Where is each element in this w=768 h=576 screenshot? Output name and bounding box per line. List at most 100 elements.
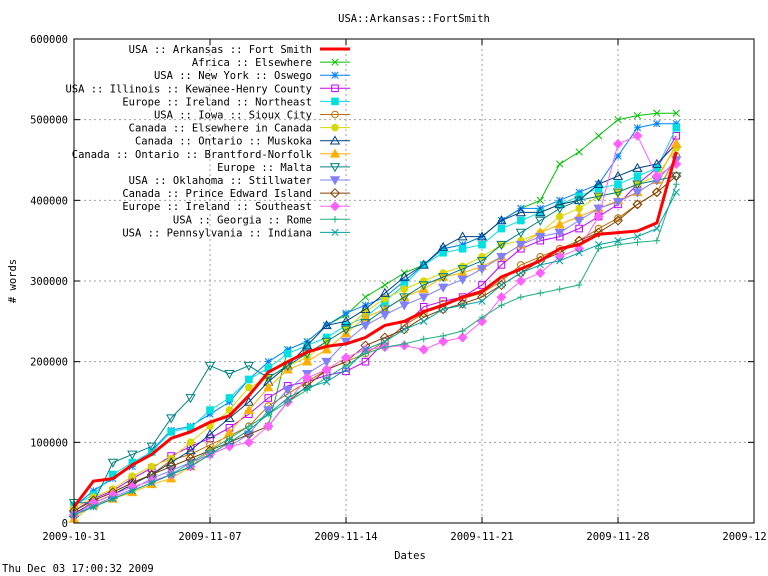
data-point <box>594 224 603 233</box>
y-tick-label: 0 <box>62 518 68 530</box>
data-point <box>478 297 486 305</box>
series-13 <box>70 180 680 519</box>
data-point <box>323 374 330 382</box>
data-point <box>556 285 564 293</box>
footer-timestamp: Thu Dec 03 17:00:32 2009 <box>2 563 154 575</box>
data-point <box>381 281 389 289</box>
data-point <box>245 426 253 434</box>
data-point <box>633 124 642 132</box>
data-point <box>476 231 488 241</box>
data-point <box>399 271 410 281</box>
data-point <box>400 285 409 293</box>
data-point <box>536 196 544 204</box>
data-point <box>632 162 643 172</box>
data-point <box>243 437 254 448</box>
y-tick-label: 100000 <box>30 437 68 449</box>
data-point <box>575 188 583 196</box>
data-point <box>245 375 253 384</box>
legend-label: Canada :: Ontario :: Muskoka <box>135 136 312 148</box>
data-point <box>614 116 622 124</box>
data-point <box>575 148 583 156</box>
series-line <box>72 151 678 508</box>
data-point <box>437 273 449 283</box>
data-point <box>301 356 313 366</box>
data-point <box>89 503 98 511</box>
data-point <box>340 316 352 326</box>
data-point <box>321 320 332 330</box>
data-point <box>633 172 642 180</box>
data-point <box>321 337 332 347</box>
x-tick-label: 2009-11-28 <box>586 531 649 543</box>
legend-marker <box>331 123 339 132</box>
data-point <box>381 343 389 351</box>
data-point <box>515 275 526 287</box>
data-point <box>107 458 119 468</box>
data-point <box>614 180 622 188</box>
legend-entry: USA :: Illinois :: Kewanee-Henry County <box>65 83 350 95</box>
x-axis-label: Dates <box>394 550 426 562</box>
data-point <box>632 188 643 198</box>
data-point <box>575 204 583 213</box>
y-tick-label: 300000 <box>30 276 68 288</box>
data-point <box>379 305 391 315</box>
data-point <box>264 410 272 418</box>
data-point <box>340 352 352 363</box>
data-point <box>438 304 449 315</box>
data-point <box>224 369 235 380</box>
plot-frame <box>73 38 755 524</box>
data-point <box>573 196 585 206</box>
data-point <box>593 192 604 202</box>
data-point <box>496 292 507 303</box>
legend-entry: Europe :: Malta <box>217 162 350 174</box>
data-point <box>147 462 156 471</box>
data-point <box>554 199 565 209</box>
data-point <box>245 422 253 430</box>
axis-ticks: 0 100000 200000 300000 400000 500000 600000 200… <box>30 34 768 543</box>
data-point <box>186 438 195 447</box>
data-point <box>535 267 546 278</box>
data-point <box>593 227 604 238</box>
series-line <box>73 184 677 516</box>
data-point <box>593 178 604 188</box>
y-tick-label: 500000 <box>30 115 68 127</box>
x-tick-label: 2009-11-14 <box>314 531 377 543</box>
legend-label: Europe :: Ireland :: Northeast <box>122 96 312 108</box>
data-point <box>284 394 292 402</box>
data-point <box>322 378 331 386</box>
legend-entry: USA :: Arkansas :: Fort Smith <box>129 44 350 56</box>
legend-label: USA :: New York :: Oswego <box>154 70 312 82</box>
data-point <box>438 336 449 347</box>
data-point <box>206 450 214 459</box>
data-point <box>264 394 273 402</box>
data-point <box>614 237 622 245</box>
data-point <box>399 301 410 311</box>
data-point <box>284 345 292 354</box>
legend-marker <box>331 216 339 223</box>
legend-marker <box>329 176 341 186</box>
data-point <box>457 332 468 343</box>
x-tick-label: 2009-11-21 <box>450 531 513 543</box>
data-point <box>263 382 274 392</box>
data-point <box>556 160 564 168</box>
data-point <box>148 479 156 487</box>
legend-entry: USA :: Iowa :: Sioux City <box>154 110 350 122</box>
legend-label: Canada :: Elsewhere in Canada <box>129 123 312 135</box>
legend-marker <box>329 201 341 212</box>
legend-marker <box>329 188 341 199</box>
data-point <box>439 248 447 257</box>
data-point <box>612 198 624 208</box>
data-point <box>614 241 622 248</box>
data-point <box>651 171 662 182</box>
data-point <box>672 188 680 196</box>
data-point <box>243 361 255 372</box>
legend-marker <box>329 163 341 173</box>
legend-marker <box>331 84 339 93</box>
data-point <box>206 447 214 454</box>
x-tick-label: 2009-10-31 <box>42 531 105 543</box>
legend-label: USA :: Pennsylvania :: Indiana <box>122 227 312 239</box>
data-point <box>555 212 564 221</box>
data-point <box>225 394 234 402</box>
data-point <box>458 301 467 309</box>
data-point <box>458 244 467 253</box>
